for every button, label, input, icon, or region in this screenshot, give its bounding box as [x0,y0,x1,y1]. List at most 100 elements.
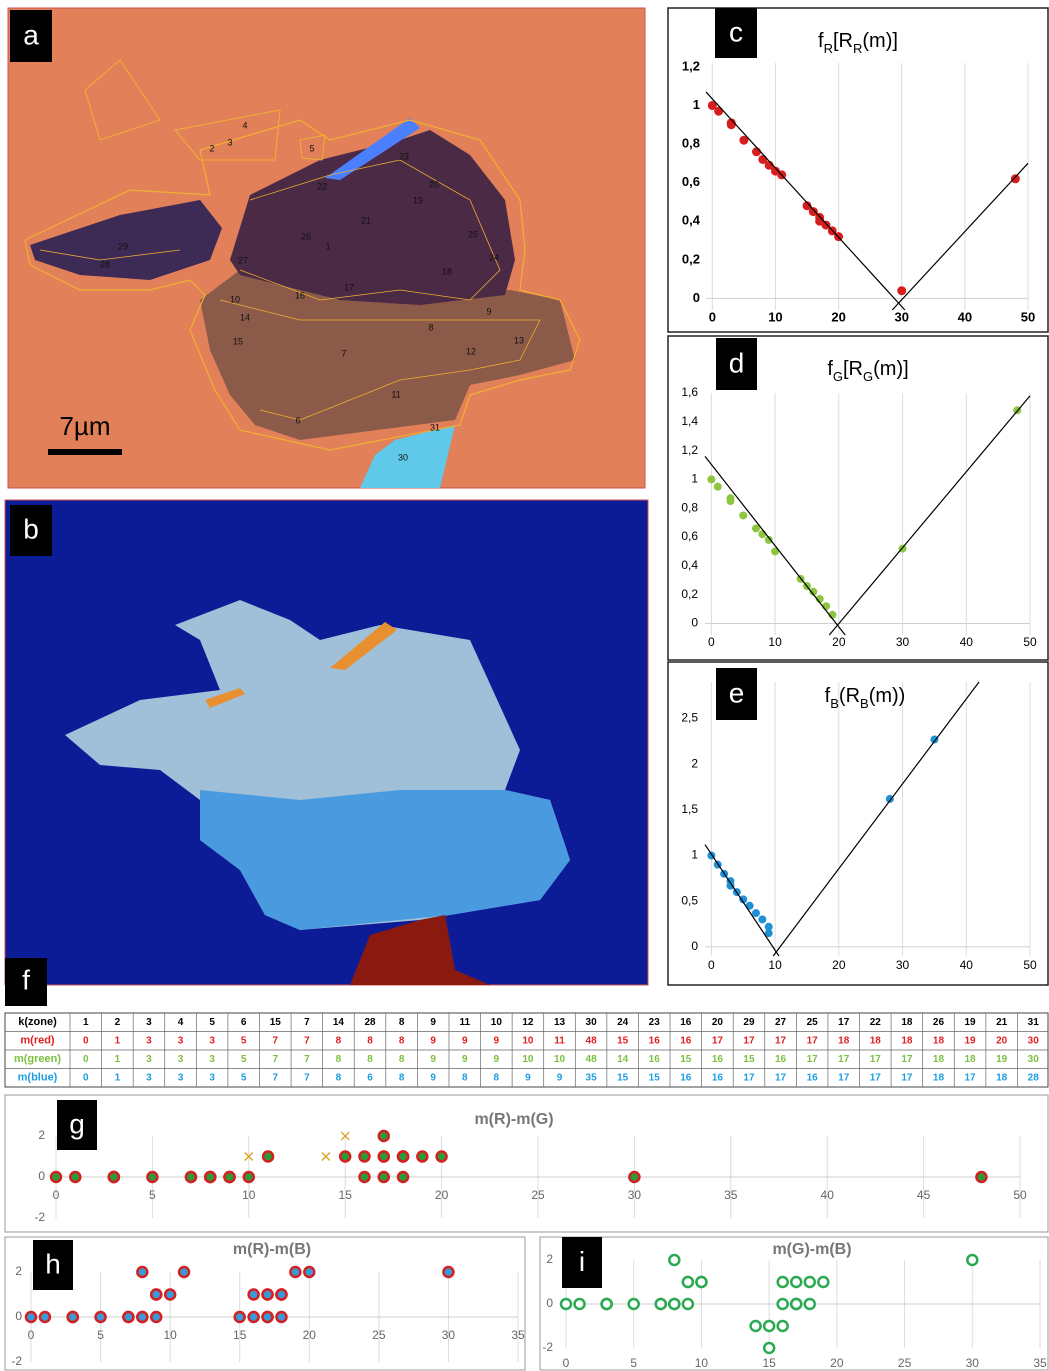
point [803,1275,817,1289]
table-cell: 17 [712,1035,724,1046]
table-header-cell: 14 [333,1017,345,1028]
table-cell: 5 [241,1072,247,1083]
zone-label: 25 [468,229,478,239]
table-cell: 17 [964,1072,976,1083]
zone-label: 20 [429,179,439,189]
table-cell: 7 [304,1035,310,1046]
title-part: [R [843,358,863,380]
x-tick-label: 20 [303,1328,317,1342]
scale-bar-label: 7µm [59,411,110,441]
table-cell: 10 [522,1035,534,1046]
point [817,1275,830,1289]
x-tick-label: 10 [768,635,782,649]
point [377,1129,391,1143]
point [776,1297,789,1311]
point [789,1275,803,1289]
zone-label: 5 [309,143,314,153]
y-tick-label: 2 [15,1264,22,1278]
x-tick-label: 20 [832,958,846,972]
panel-label-box [57,1100,97,1150]
x-tick-label: 10 [242,1188,256,1202]
table-cell: m(green) [14,1053,61,1065]
x-tick-label: 50 [1021,309,1035,324]
table-header-cell: 18 [901,1017,913,1028]
table-cell: 30 [1028,1054,1040,1065]
point [776,1319,789,1333]
title-part: f [827,358,833,380]
point [261,1150,275,1163]
table-cell: 18 [870,1035,882,1046]
y-tick-label: 0,5 [681,893,698,907]
panel-label: a [23,19,39,50]
y-tick-label: 1,2 [681,443,698,457]
point [726,497,735,506]
table-cell: 16 [680,1072,692,1083]
table-cell: 6 [367,1072,373,1083]
point [122,1310,135,1324]
point [668,1297,681,1311]
table-cell: 9 [430,1035,436,1046]
table-cell: 17 [838,1072,850,1083]
table-cell: 3 [209,1072,215,1083]
point [726,120,736,130]
table-cell: 3 [146,1035,152,1046]
zone-label: 23 [399,151,409,161]
panel-label: c [729,16,743,47]
fit-line [704,844,780,957]
x-tick-label: 10 [695,1356,709,1370]
x-tick-label: 30 [628,1188,642,1202]
y-tick-label: 0,6 [681,529,698,543]
point [751,909,760,918]
x-tick-label: 25 [898,1356,912,1370]
table-cell: m(red) [20,1035,55,1047]
point [627,1297,640,1311]
point [821,220,831,230]
chart-title: fG[RG(m)] [827,358,908,384]
point [303,1265,316,1279]
table-cell: 9 [557,1072,563,1083]
x-tick-label: 15 [339,1188,353,1202]
point [233,1310,246,1324]
table-cell: 1 [115,1035,121,1046]
y-tick-label: 0,2 [681,587,698,601]
table-cell: 17 [870,1072,882,1083]
table-header-cell: 24 [617,1017,629,1028]
table-cell: 9 [430,1072,436,1083]
chart-title: m(R)-m(B) [233,1241,311,1258]
panel-frame [4,1094,1049,1233]
zone-label: 10 [230,294,240,304]
cross-marker [321,1152,331,1161]
point [247,1310,260,1324]
zone-label: 22 [317,181,327,191]
point [275,1288,288,1301]
point [24,1310,38,1324]
x-tick-label: 20 [830,1356,844,1370]
zone-label: 15 [233,336,243,346]
table-header-cell: 23 [649,1017,661,1028]
point [49,1170,63,1184]
table-cell: 3 [178,1054,184,1065]
table-cell: 35 [586,1072,598,1083]
point [885,794,894,803]
point [289,1265,302,1279]
table-cell: 48 [586,1035,598,1046]
y-tick-label: 0 [691,616,698,630]
point [966,1253,979,1267]
table-header-cell: 28 [364,1017,376,1028]
x-tick-label: 30 [442,1328,456,1342]
table-cell: 17 [807,1035,819,1046]
y-tick-label: 1 [693,97,700,112]
table-cell: 19 [964,1035,976,1046]
zone-label: 16 [295,290,305,300]
table-cell: 15 [649,1072,661,1083]
x-tick-label: 0 [563,1356,570,1370]
table-cell: 9 [430,1054,436,1065]
x-tick-label: 50 [1023,958,1037,972]
table-cell: 17 [775,1035,787,1046]
table-cell: 18 [933,1035,945,1046]
table-cell: 16 [712,1072,724,1083]
table-cell: 17 [901,1072,913,1083]
zone-label: 9 [486,306,491,316]
point [184,1170,198,1184]
table-cell: 18 [996,1072,1008,1083]
